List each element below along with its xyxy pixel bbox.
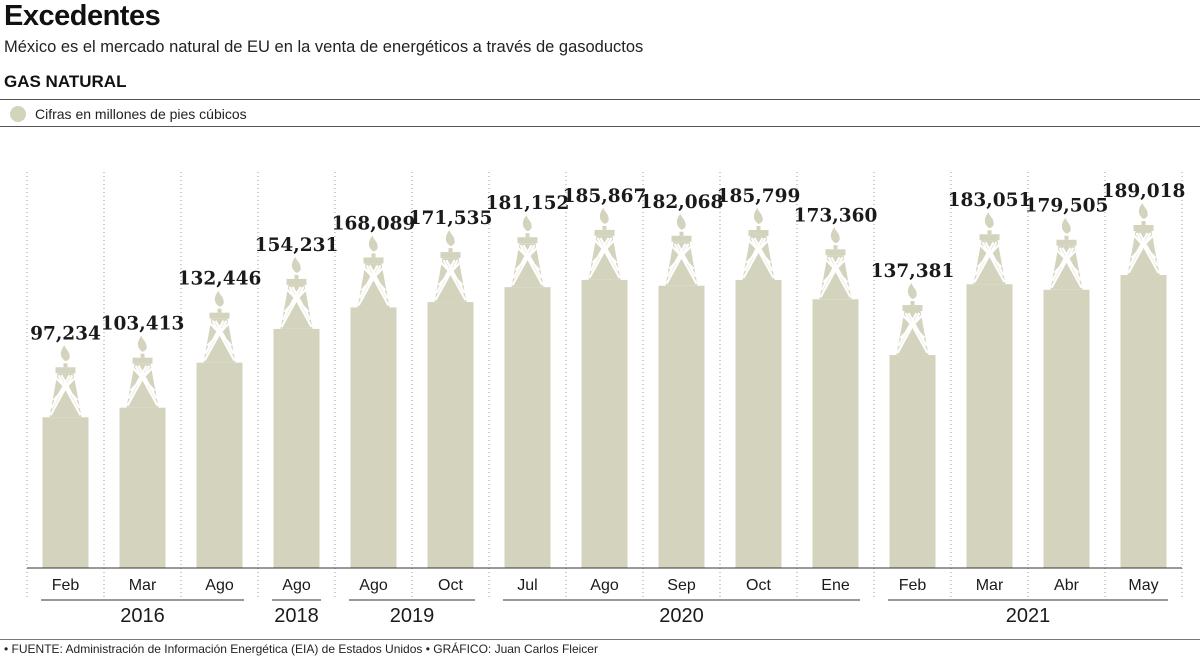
oil-rig-icon: [665, 213, 698, 286]
year-label: 2021: [1006, 605, 1051, 627]
value-label: 185,799: [717, 186, 801, 207]
value-label: 132,446: [178, 269, 262, 290]
year-label: 2018: [274, 605, 319, 627]
year-label: 2020: [659, 605, 704, 627]
oil-rig-icon: [434, 230, 467, 303]
bar: [889, 355, 936, 568]
x-tick-label: Oct: [438, 577, 463, 594]
bar: [812, 299, 859, 568]
value-label: 181,152: [486, 193, 570, 214]
x-tick-label: Ago: [282, 577, 311, 594]
year-label: 2016: [120, 605, 165, 627]
bar: [581, 279, 628, 568]
bar: [273, 328, 320, 568]
value-label: 182,068: [640, 192, 724, 213]
value-label: 183,051: [948, 190, 1032, 211]
value-label: 189,018: [1102, 181, 1186, 202]
bar: [42, 417, 89, 568]
chart-subtitle: México es el mercado natural de EU en la…: [4, 38, 644, 56]
bar: [658, 285, 705, 568]
x-tick-label: Abr: [1054, 577, 1080, 594]
value-label: 154,231: [255, 235, 339, 256]
x-tick-label: Ene: [821, 577, 850, 594]
x-tick-label: Mar: [976, 577, 1004, 594]
value-label: 185,867: [563, 186, 647, 207]
footer-rule: [0, 639, 1200, 640]
legend-label: Cifras en millones de pies cúbicos: [35, 106, 247, 122]
x-tick-label: May: [1128, 577, 1158, 594]
value-label: 173,360: [794, 205, 878, 226]
oil-rig-icon: [1127, 203, 1160, 275]
oil-rig-icon: [1050, 217, 1083, 290]
oil-rig-icon: [973, 212, 1006, 285]
section-rule: [0, 99, 1200, 100]
bar: [1043, 289, 1090, 568]
oil-rig-icon: [49, 345, 82, 418]
x-tick-label: Sep: [667, 577, 696, 594]
x-tick-label: Jul: [517, 577, 537, 594]
oil-rig-icon: [280, 256, 313, 329]
oil-rig-icon: [126, 335, 159, 408]
source-note: • FUENTE: Administración de Información …: [4, 642, 598, 656]
x-tick-label: Feb: [52, 577, 80, 594]
bar-chart: 97,234 Feb 103,413 Mar 132,446 Ago 154,231 Ago 1…: [26, 172, 1186, 627]
value-label: 179,505: [1025, 196, 1109, 217]
value-label: 171,535: [409, 208, 493, 229]
year-label: 2019: [390, 605, 435, 627]
oil-rig-icon: [896, 283, 929, 356]
oil-rig-icon: [203, 290, 236, 363]
bar: [735, 279, 782, 568]
oil-rig-icon: [819, 227, 852, 300]
bar: [1120, 275, 1167, 568]
bar: [504, 287, 551, 568]
x-tick-label: Oct: [746, 577, 771, 594]
legend: Cifras en millones de pies cúbicos: [10, 104, 247, 124]
value-label: 97,234: [30, 323, 101, 344]
bar: [427, 302, 474, 568]
bar: [196, 362, 243, 568]
x-tick-label: Ago: [359, 577, 388, 594]
legend-swatch: [10, 106, 26, 122]
bar: [966, 284, 1013, 568]
oil-rig-icon: [742, 207, 775, 280]
bar: [119, 407, 166, 568]
x-tick-label: Ago: [205, 577, 234, 594]
value-label: 137,381: [871, 261, 955, 282]
bar: [350, 307, 397, 568]
legend-rule: [0, 126, 1200, 127]
x-tick-label: Mar: [129, 577, 157, 594]
chart-title: Excedentes: [4, 0, 161, 32]
value-label: 168,089: [332, 213, 416, 234]
oil-rig-icon: [511, 215, 544, 288]
oil-rig-icon: [588, 207, 621, 280]
value-label: 103,413: [101, 314, 185, 335]
oil-rig-icon: [357, 235, 390, 308]
x-tick-label: Ago: [590, 577, 619, 594]
x-tick-label: Feb: [899, 577, 927, 594]
section-title: GAS NATURAL: [4, 72, 127, 91]
